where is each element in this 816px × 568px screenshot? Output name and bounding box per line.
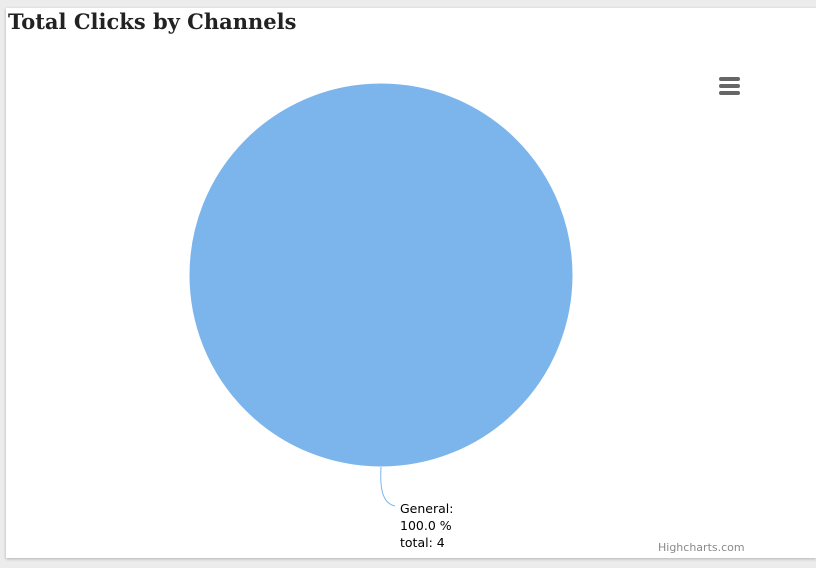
data-label-connector	[380, 466, 396, 507]
pie-slices-group	[188, 82, 574, 468]
data-label-name: General:	[400, 501, 454, 516]
highcharts-credits-link[interactable]: Highcharts.com	[658, 541, 745, 554]
pie-slice-general[interactable]	[188, 82, 574, 468]
data-label-percent: 100.0 %	[400, 518, 452, 533]
hamburger-menu-icon-bar-bottom	[719, 91, 740, 95]
data-label-total: total: 4	[400, 535, 445, 550]
chart-context-menu-button[interactable]	[716, 74, 742, 98]
chart-container: Total Clicks by Channels General: 100.0 …	[6, 8, 816, 558]
pie-chart	[188, 82, 574, 507]
pie-data-label-general: General: 100.0 % total: 4	[400, 500, 453, 551]
hamburger-menu-icon-bar-middle	[719, 84, 740, 88]
chart-title: Total Clicks by Channels	[8, 9, 297, 34]
hamburger-menu-icon-bar-top	[719, 77, 740, 81]
